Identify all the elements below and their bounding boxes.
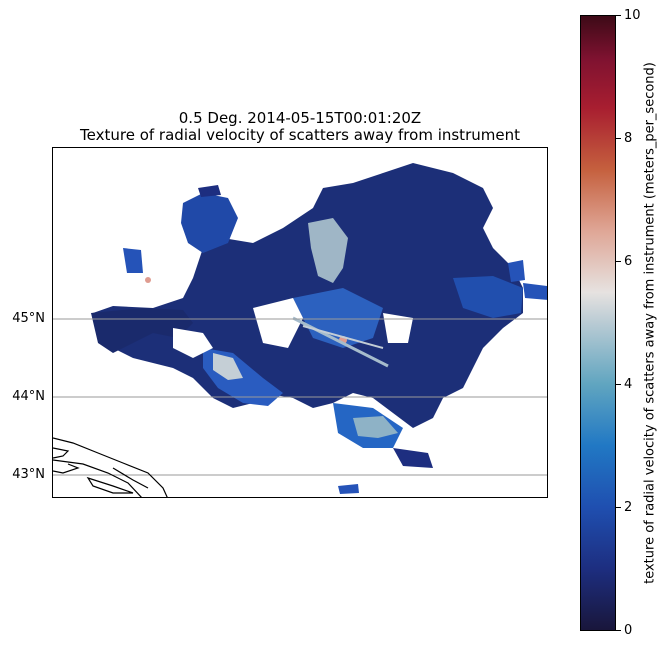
colorbar-tick-label: 10 [624, 9, 641, 23]
radar-map-panel [52, 147, 548, 498]
colorbar-tick [616, 630, 621, 631]
radar-echo-fragment [523, 283, 548, 300]
colorbar-tick-label: 2 [624, 501, 632, 515]
plot-title-line-2: Texture of radial velocity of scatters a… [52, 126, 548, 144]
colorbar-tick-label: 8 [624, 132, 632, 146]
colorbar-tick-label: 0 [624, 624, 632, 638]
coastline [53, 438, 168, 498]
colorbar-tick-label: 6 [624, 255, 632, 269]
colorbar-tick [616, 261, 621, 262]
lat-label-43n: 43°N [12, 467, 45, 482]
radar-echo-fragment [393, 448, 433, 468]
colorbar [580, 15, 616, 631]
colorbar-tick [616, 384, 621, 385]
radar-echo-fragment [123, 248, 143, 273]
radar-map-svg [53, 148, 548, 498]
colorbar-tick [616, 15, 621, 16]
plot-title-line-1: 0.5 Deg. 2014-05-15T00:01:20Z [52, 109, 548, 127]
radar-echo-fragment [338, 484, 359, 494]
colorbar-axis-label: texture of radial velocity of scatters a… [643, 62, 658, 584]
radar-echo-gap [383, 313, 413, 343]
colorbar-tick [616, 138, 621, 139]
lat-label-45n: 45°N [12, 311, 45, 326]
colorbar-tick-label: 4 [624, 378, 632, 392]
colorbar-tick [616, 507, 621, 508]
radar-echo-fragment [198, 185, 221, 197]
radar-echo-fragment [508, 260, 525, 282]
lat-label-44n: 44°N [12, 389, 45, 404]
radar-echo-pink-speck [145, 277, 151, 283]
